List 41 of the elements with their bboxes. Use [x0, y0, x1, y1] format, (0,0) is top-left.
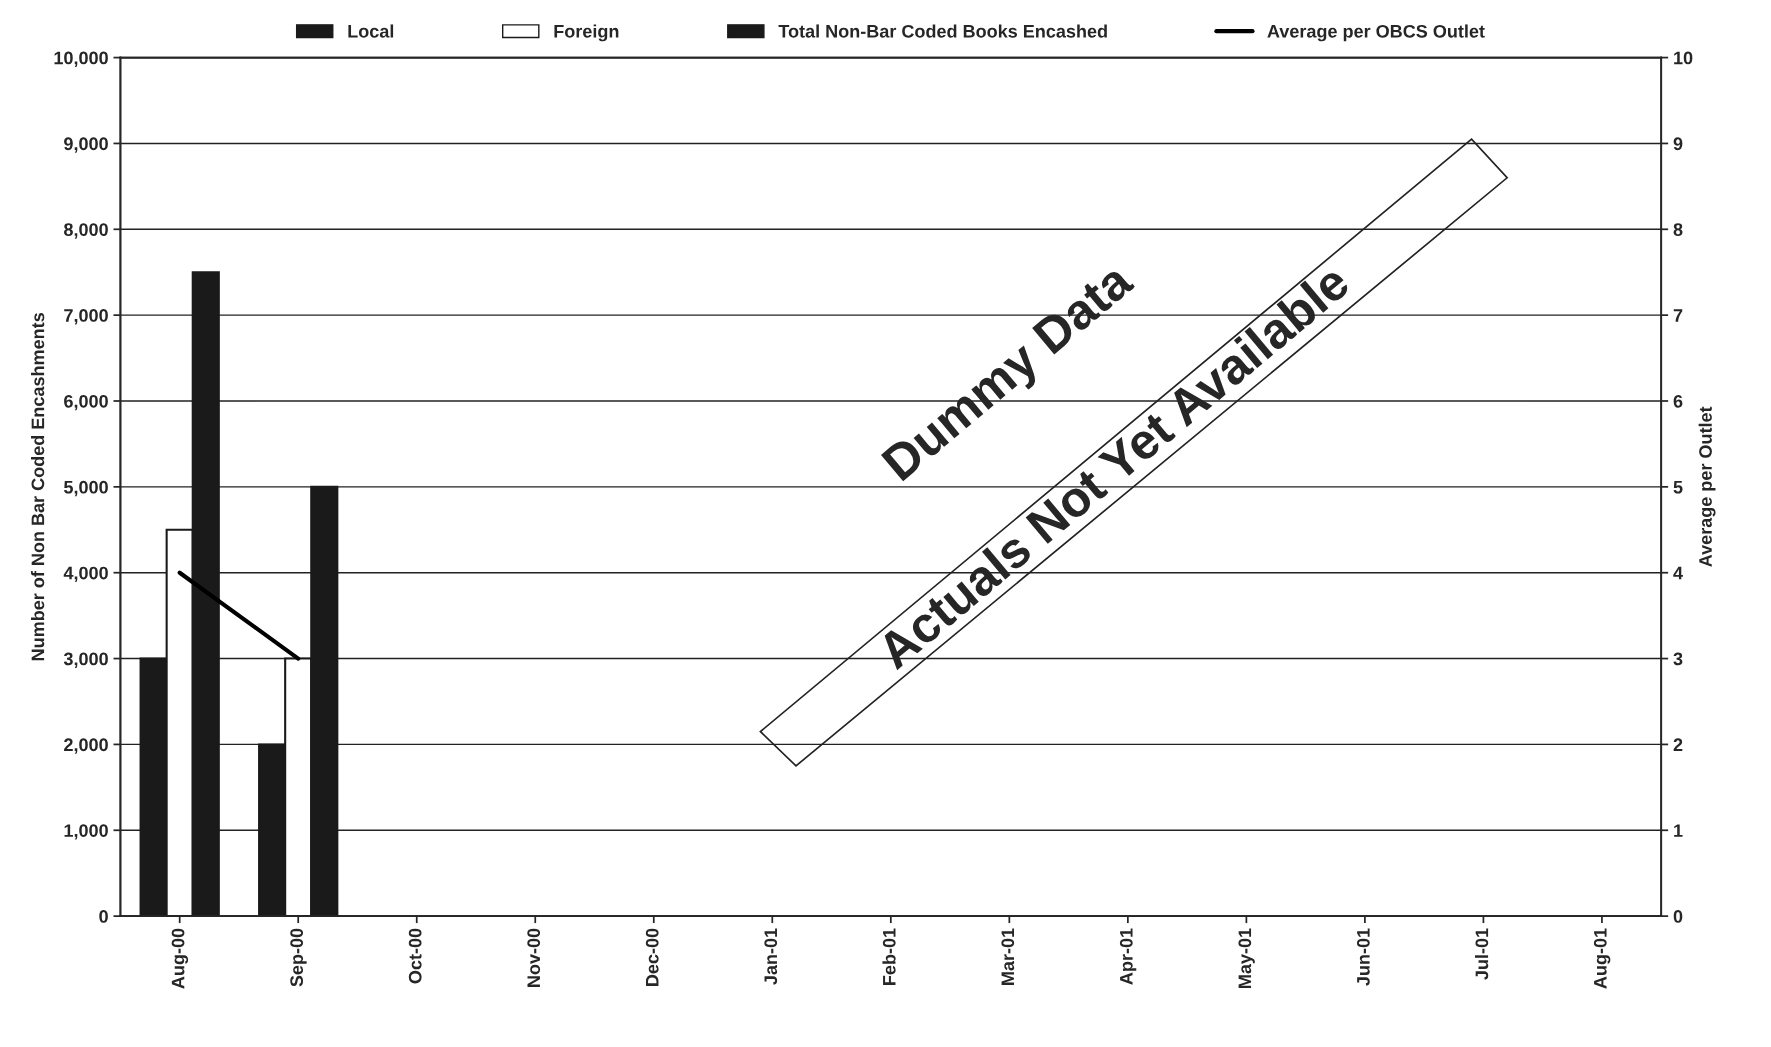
y-tick-label: 2,000 — [64, 738, 108, 754]
x-tick-label: Aug-01 — [1593, 928, 1611, 989]
x-tick-label: Jan-01 — [764, 928, 778, 985]
y-tick-label: 5,000 — [64, 480, 108, 497]
x-tick-label: Feb-01 — [882, 928, 896, 985]
x-tick-label: Dec-00 — [645, 928, 659, 986]
x-tick-label: Nov-00 — [527, 928, 541, 987]
y2-tick-label: 6 — [1673, 394, 1683, 408]
y2-tick-label: 8 — [1673, 223, 1683, 237]
legend-label: Average per OBCS Outlet — [1267, 24, 1485, 42]
y-tick-label: 9,000 — [64, 137, 108, 153]
y-tick-label: 1,000 — [64, 824, 108, 840]
legend-label: Total Non-Bar Coded Books Encashed — [778, 24, 1107, 38]
x-tick-label: Jul-01 — [1475, 928, 1489, 980]
y2-tick-label: 1 — [1674, 824, 1683, 837]
x-tick-label: Sep-00 — [290, 928, 307, 987]
x-tick-label: Aug-00 — [171, 928, 189, 989]
legend-label: Local — [348, 24, 394, 38]
y2-tick-label: 7 — [1673, 309, 1683, 322]
y-tick-label: 6,000 — [64, 394, 108, 411]
y-tick-label: 0 — [99, 910, 108, 923]
x-tick-label: Jun-01 — [1356, 928, 1370, 986]
x-tick-label: Apr-01 — [1119, 928, 1137, 985]
y2-tick-label: 10 — [1674, 51, 1693, 65]
y2-tick-label: 3 — [1673, 652, 1683, 666]
x-tick-label: Mar-01 — [1001, 928, 1015, 985]
y-tick-label: 3,000 — [63, 652, 108, 668]
x-tick-label: May-01 — [1238, 928, 1255, 988]
y2-tick-label: 5 — [1673, 480, 1683, 494]
y2-tick-label: 0 — [1673, 910, 1683, 923]
y2-tick-label: 4 — [1673, 566, 1683, 580]
y-tick-label: 7,000 — [64, 309, 108, 325]
y-tick-label: 4,000 — [63, 566, 108, 583]
y2-axis-title: Average per Outlet — [1698, 406, 1716, 567]
legend-label: Foreign — [554, 24, 619, 42]
y-tick-label: 8,000 — [64, 223, 108, 239]
y-axis-title: Number of Non Bar Coded Encashments — [31, 313, 45, 661]
x-tick-label: Oct-00 — [408, 928, 422, 984]
y-tick-label: 10,000 — [54, 51, 108, 67]
y2-tick-label: 2 — [1673, 738, 1683, 751]
y2-tick-label: 9 — [1673, 137, 1683, 151]
